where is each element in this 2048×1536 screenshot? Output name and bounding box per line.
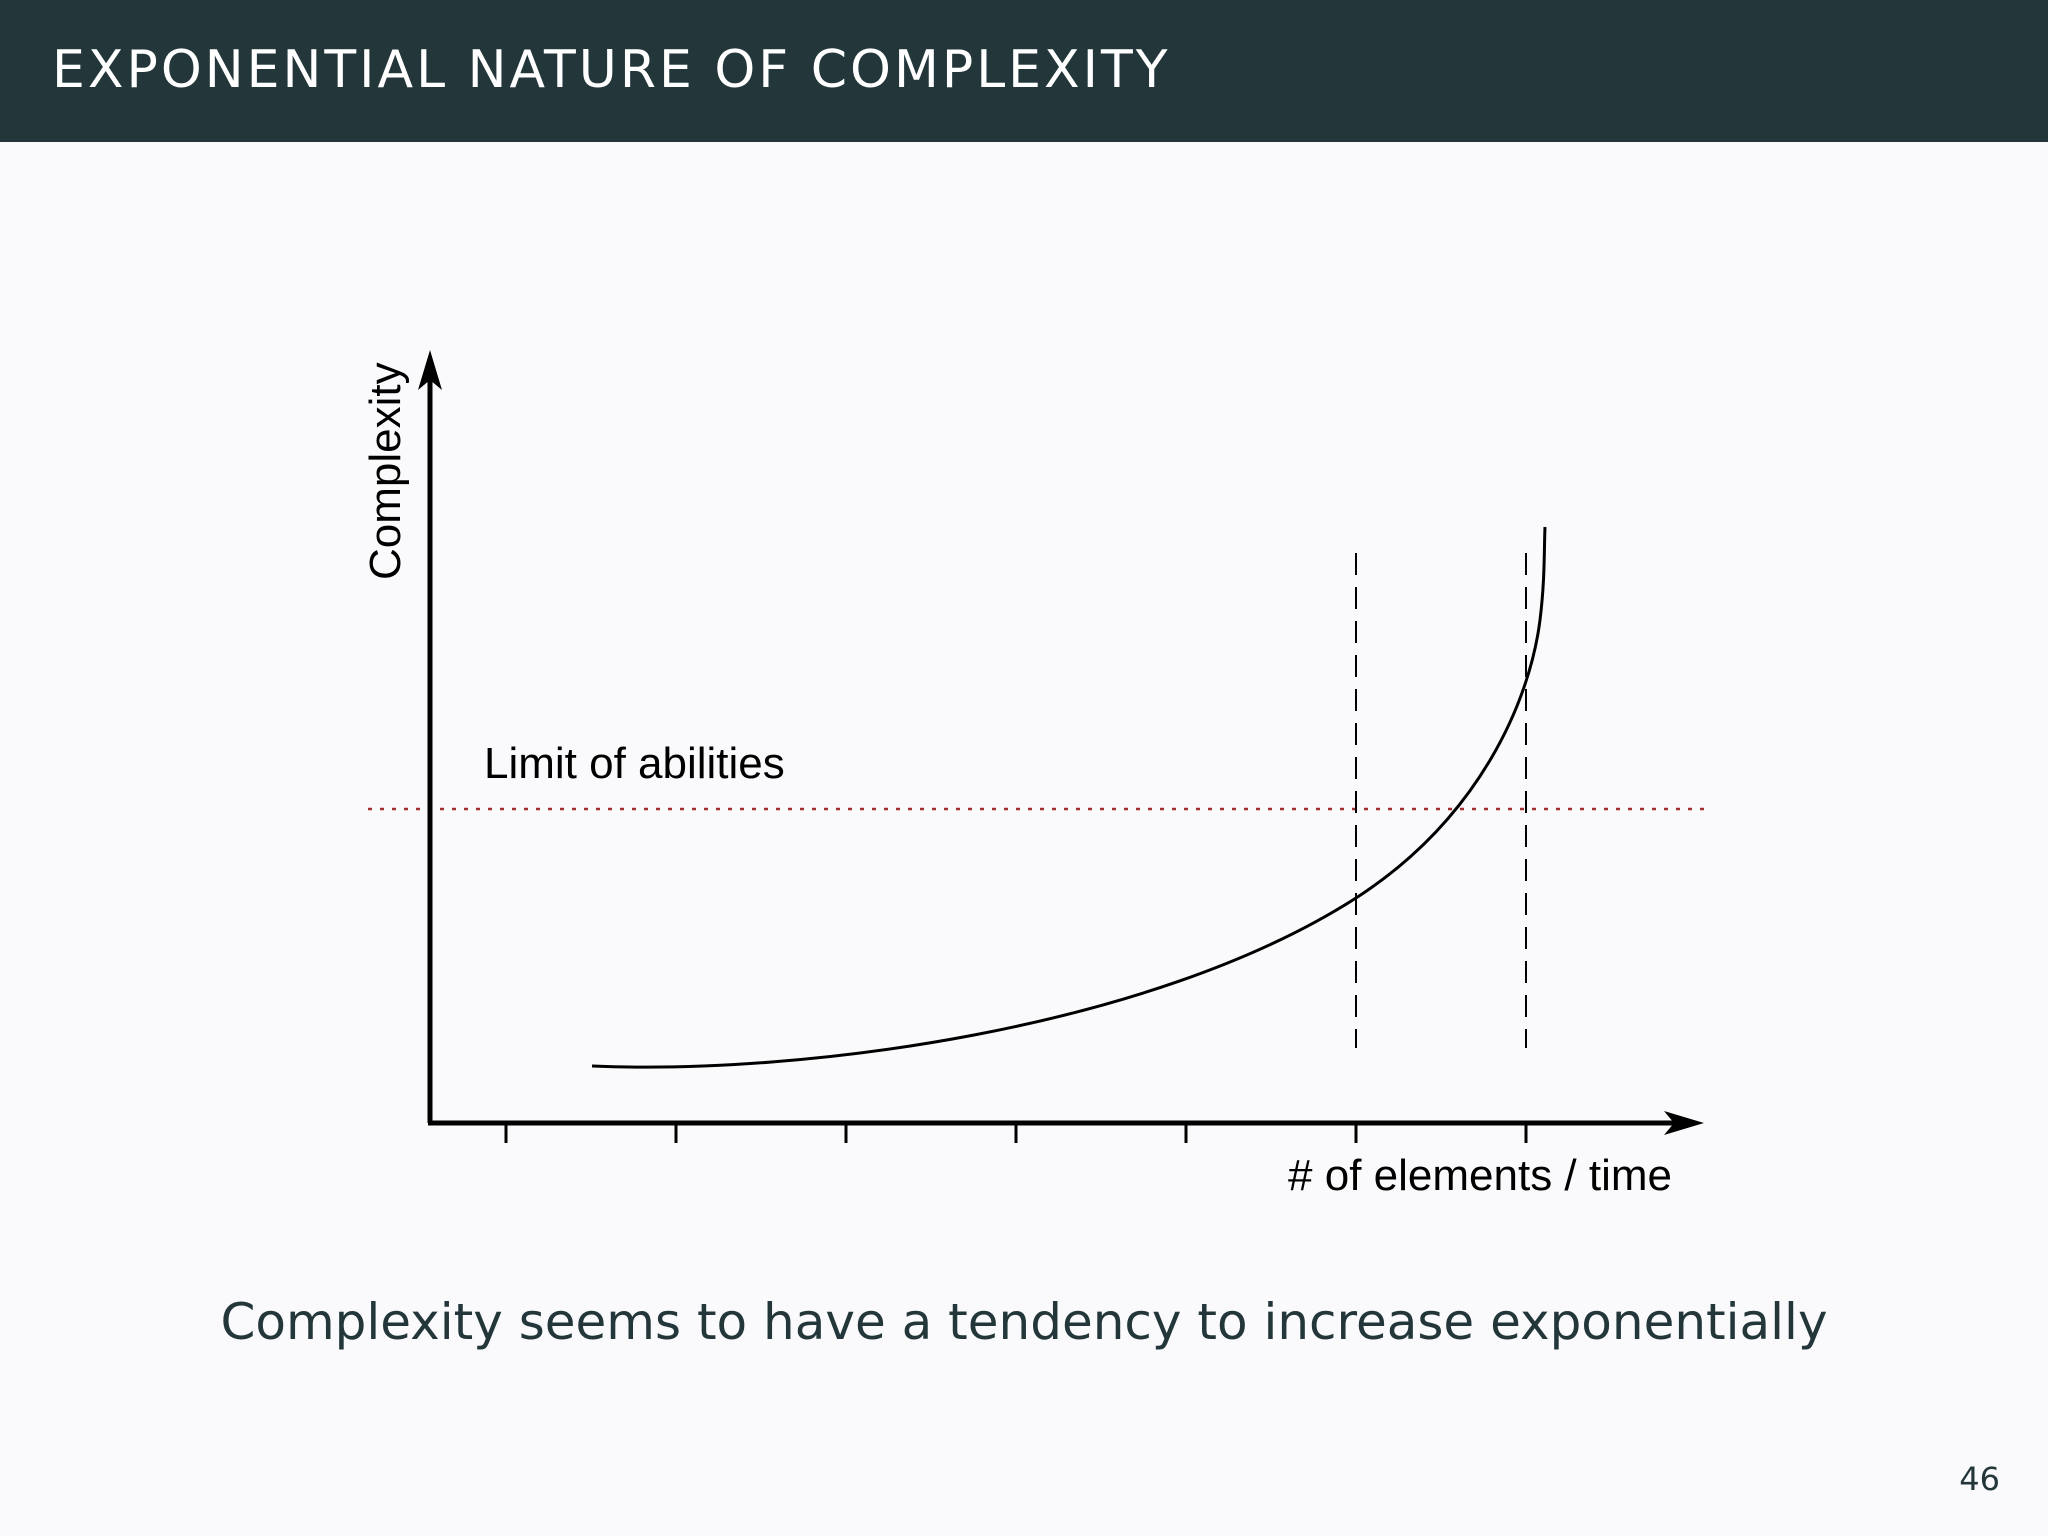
x-axis-label: # of elements / time bbox=[1288, 1151, 1672, 1200]
y-axis-arrowhead bbox=[418, 350, 442, 390]
x-axis-arrowhead bbox=[1664, 1111, 1704, 1135]
slide-title: EXPONENTIAL NATURE OF COMPLEXITY bbox=[52, 40, 1171, 100]
y-axis-label: Complexity bbox=[361, 362, 410, 580]
x-axis-ticks bbox=[504, 1123, 1528, 1143]
threshold-label: Limit of abilities bbox=[484, 739, 785, 788]
complexity-curve bbox=[591, 526, 1547, 1069]
page-number: 46 bbox=[1959, 1460, 2000, 1498]
slide-header: EXPONENTIAL NATURE OF COMPLEXITY bbox=[0, 0, 2048, 142]
slide-caption: Complexity seems to have a tendency to i… bbox=[220, 1293, 1828, 1351]
